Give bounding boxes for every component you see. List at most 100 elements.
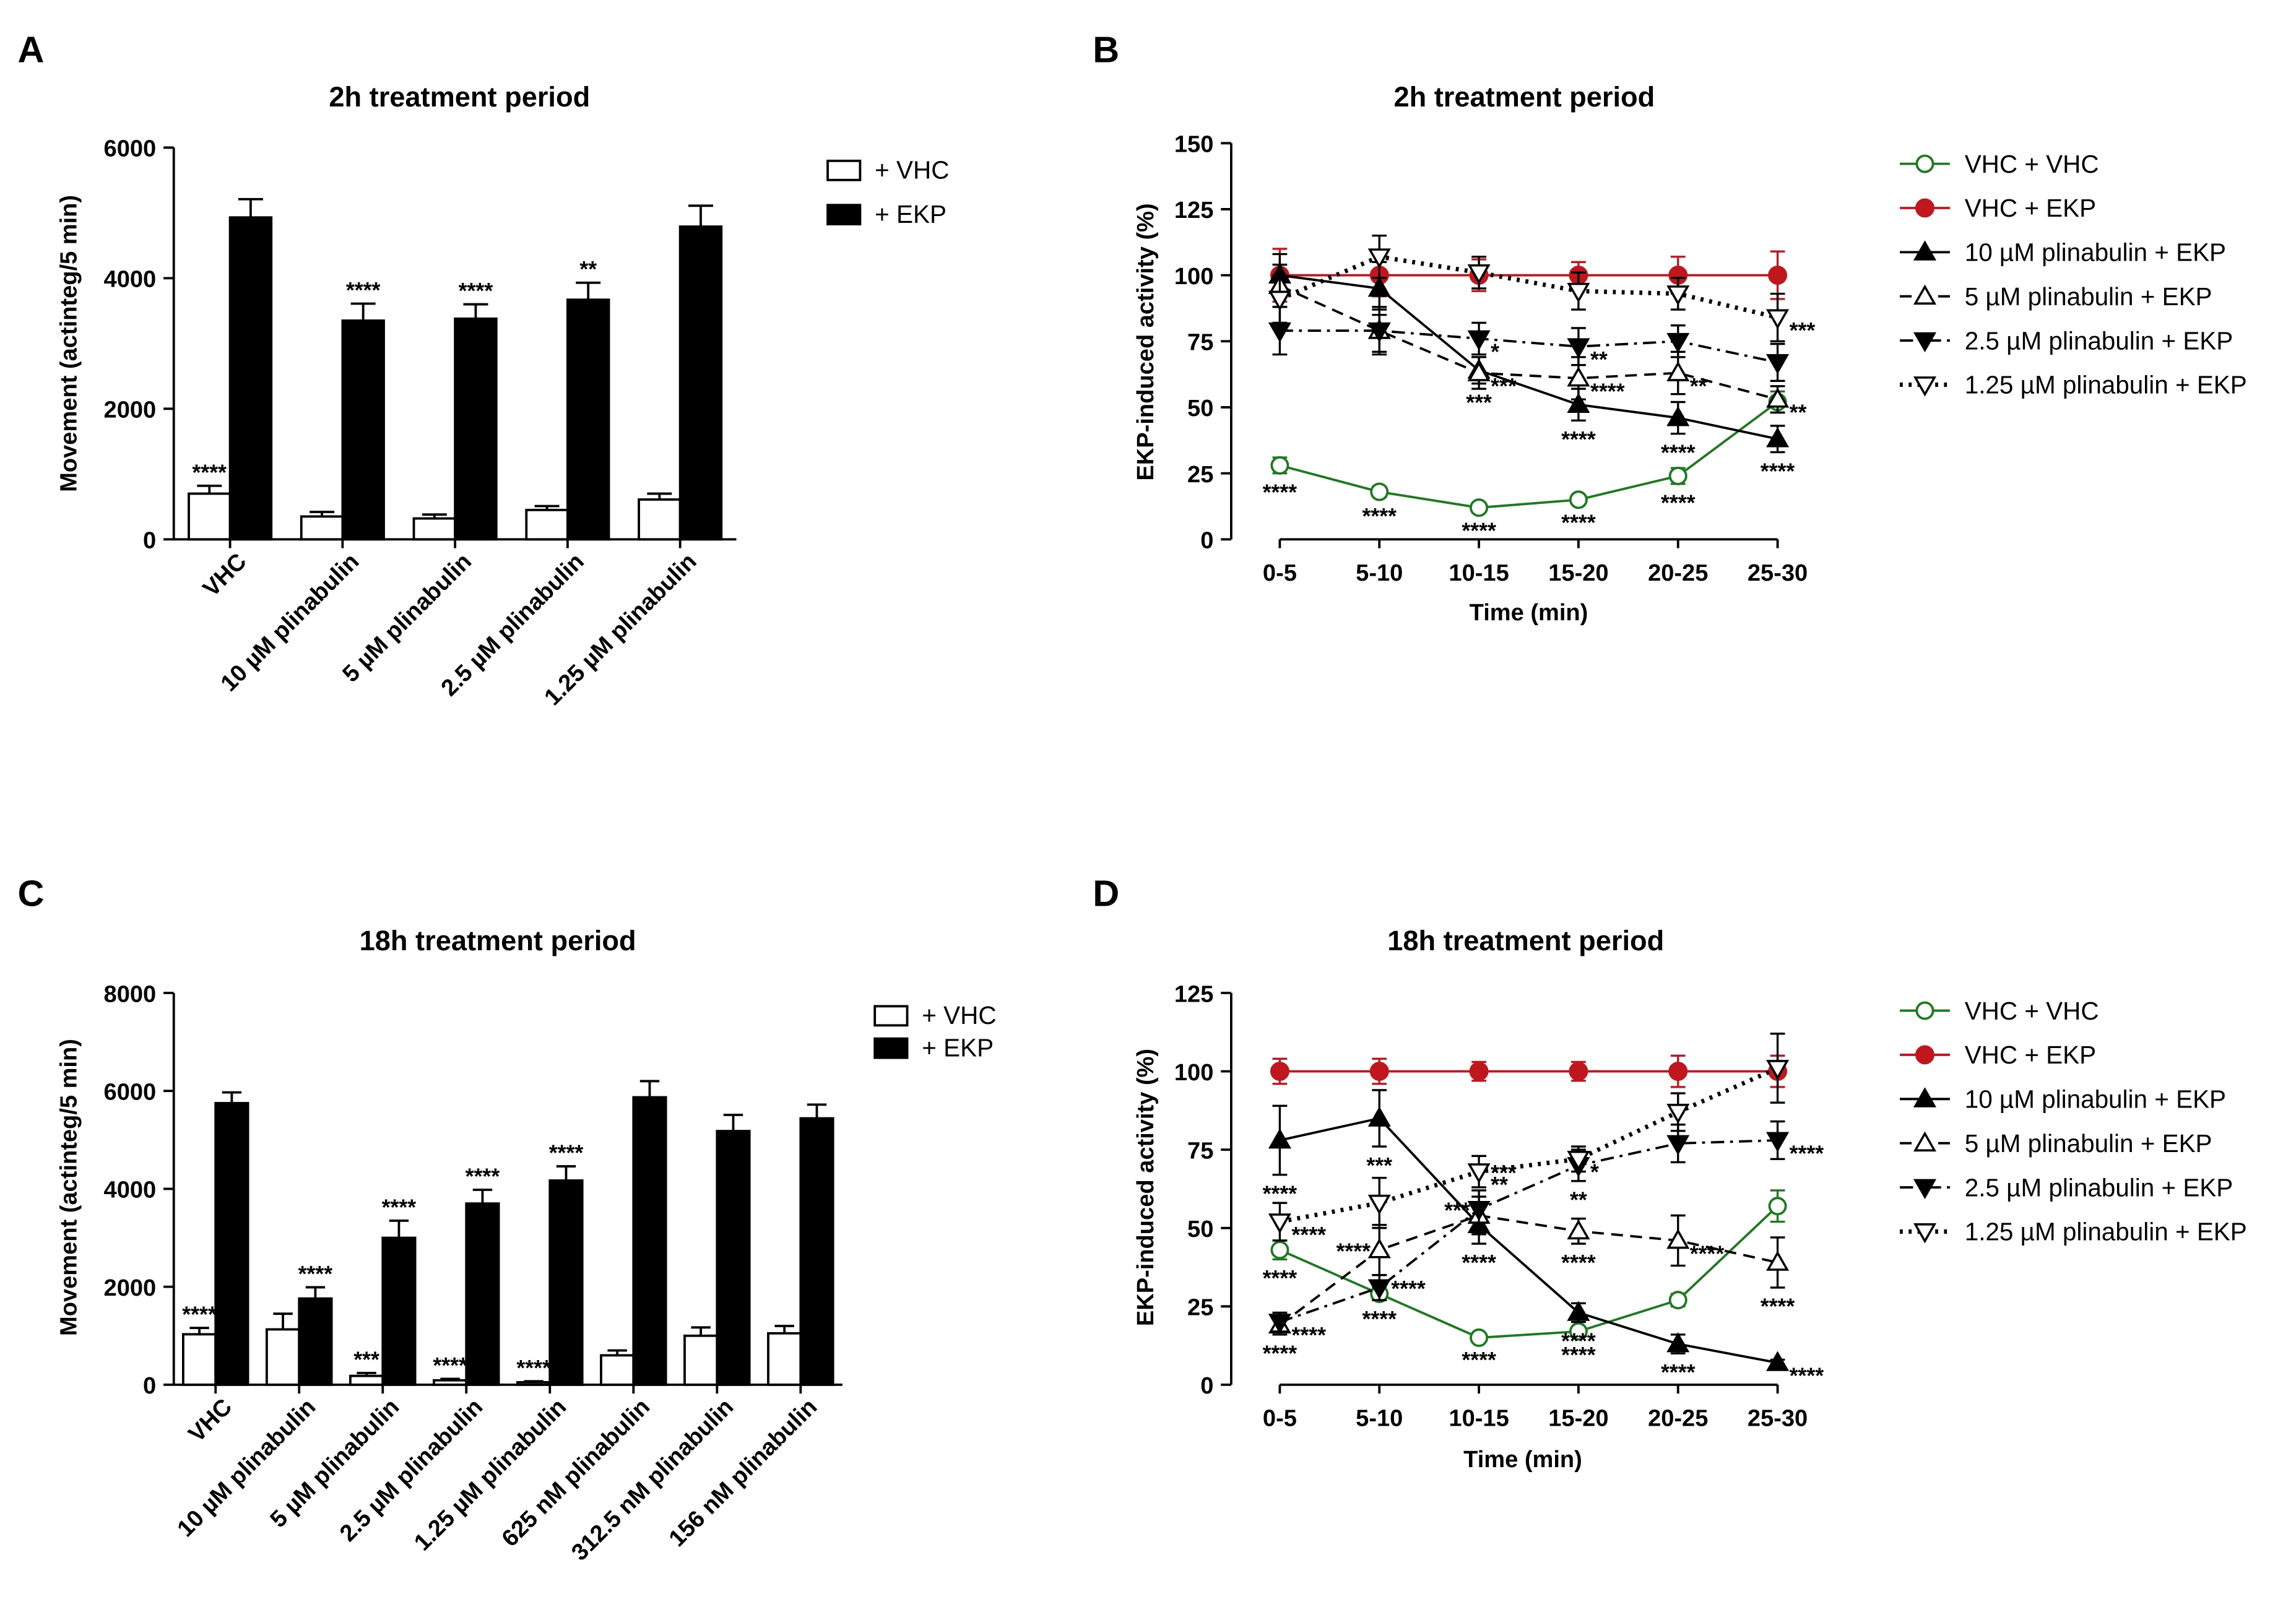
panel-b-xtick-label-1: 5-10 — [1356, 560, 1403, 586]
panel-b-ytick-label-5: 125 — [1174, 197, 1213, 223]
panel-c-bar-1-5 — [632, 1096, 667, 1386]
panel-a-letter: A — [18, 28, 45, 70]
panel-c-bar-0-6 — [683, 1334, 719, 1386]
panel-b-xtick-label-0: 0-5 — [1263, 560, 1297, 586]
panel-a-sig-0-0: **** — [193, 460, 227, 485]
panel-b-ytick-label-1: 25 — [1187, 462, 1213, 488]
panel-d-legend-label-3: 5 µM plinabulin + EKP — [1965, 1129, 2212, 1158]
panel-b-point-3-4 — [1666, 361, 1690, 381]
panel-b-sig-4-0: * — [1491, 339, 1499, 364]
panel-a-bar-1-1 — [341, 319, 385, 541]
panel-d-point-5-0 — [1268, 1213, 1291, 1234]
panel-d-point-4-2 — [1467, 1200, 1491, 1221]
panel-d-sig-2-3: **** — [1561, 1328, 1596, 1353]
panel-c-bar-0-3 — [433, 1379, 468, 1386]
panel-b-title: 2h treatment period — [1393, 81, 1655, 113]
panel-b-point-3-3 — [1567, 366, 1590, 387]
panel-b-point-5-5 — [1766, 309, 1790, 329]
panel-c-ytick-label-3: 6000 — [104, 1080, 157, 1106]
panel-b-sig-3-1: **** — [1590, 379, 1625, 404]
panel-b-ytick-label-6: 150 — [1174, 132, 1213, 158]
panel-a-legend: + VHC + EKP — [826, 155, 949, 228]
panel-c-xtick-label-7: 156 nM plinabulin — [664, 1394, 822, 1552]
panel-b-sig-0-1: **** — [1362, 504, 1397, 529]
panel-d-sig-3-4: **** — [1761, 1294, 1795, 1319]
panel-d-point-5-3 — [1567, 1150, 1590, 1171]
panel-b-point-4-5 — [1766, 354, 1790, 375]
panel-c-ytick-label-0: 0 — [143, 1373, 156, 1399]
panel-c-bar-0-2 — [349, 1374, 384, 1386]
panel-b-series-line-2 — [1280, 274, 1778, 440]
panel-c-xtick-label-6: 312.5 nM plinabulin — [566, 1394, 739, 1566]
panel-d-sig-3-0: **** — [1263, 1341, 1297, 1366]
panel-d-point-1-1 — [1369, 1062, 1389, 1081]
panel-c-xtick-label-4: 1.25 µM plinabulin — [409, 1394, 571, 1556]
panel-b-series-line-0 — [1279, 401, 1778, 509]
panel-a-bar-0-4 — [638, 498, 682, 541]
panel-d-sig-4-0: **** — [1291, 1323, 1326, 1348]
panel-c-xtick-label-3: 2.5 µM plinabulin — [335, 1394, 488, 1547]
panel-d-ytick-label-2: 50 — [1187, 1216, 1213, 1242]
panel-d-ytick-label-3: 75 — [1187, 1138, 1213, 1164]
panel-c-sig-0-2: *** — [353, 1347, 379, 1372]
panel-b-legend-marker-4 — [1913, 332, 1937, 353]
panel-a: A 2h treatment period Movement (actinteg… — [18, 28, 950, 711]
panel-b-xtick-label-5: 25-30 — [1748, 560, 1808, 586]
panel-d-letter: D — [1093, 873, 1119, 914]
panel-d-xlabel: Time (min) — [1463, 1447, 1582, 1473]
panel-d-xtick-label-2: 10-15 — [1449, 1405, 1509, 1431]
panel-d-sig-2-5: **** — [1790, 1364, 1824, 1389]
panel-b-sig-0-4: **** — [1661, 490, 1696, 515]
panel-b-sig-2-1: **** — [1561, 427, 1596, 452]
panel-d-point-1-0 — [1270, 1062, 1289, 1081]
panel-b-legend-label-4: 2.5 µM plinabulin + EKP — [1965, 326, 2233, 355]
panel-c-bar-1-1 — [298, 1297, 333, 1386]
panel-d-point-3-1 — [1367, 1238, 1391, 1259]
panel-d-sig-0-2: **** — [1462, 1348, 1496, 1372]
panel-d-point-3-5 — [1766, 1250, 1790, 1271]
panel-a-bar-1-3 — [566, 298, 610, 541]
panel-d-sig-2-2: **** — [1462, 1250, 1496, 1275]
panel-b-sig-2-0: *** — [1466, 390, 1492, 415]
panel-d-sig-0-0: **** — [1263, 1266, 1297, 1291]
panel-b-sig-0-3: **** — [1561, 510, 1596, 535]
panel-d-sig-2-4: **** — [1661, 1360, 1696, 1385]
panel-b-point-0-4 — [1668, 466, 1687, 485]
panel-a-legend-swatch-0 — [826, 159, 862, 181]
panel-d-sig-3-1: **** — [1336, 1239, 1371, 1263]
panel-d-point-2-5 — [1766, 1351, 1790, 1371]
panel-b-legend-marker-1 — [1915, 198, 1934, 218]
panel-b-series-line-4 — [1280, 329, 1778, 364]
panel-b: B 2h treatment period EKP-induced activi… — [1093, 28, 2246, 626]
panel-b-sig-0-2: **** — [1462, 518, 1496, 543]
panel-d-legend-marker-3 — [1913, 1131, 1937, 1152]
panel-a-ytick-label-0: 0 — [143, 528, 156, 554]
panel-d-point-5-4 — [1666, 1104, 1690, 1124]
panel-b-point-4-4 — [1666, 332, 1690, 353]
panel-a-xtick-label-0: VHC — [198, 548, 252, 602]
panel-d-legend-label-0: VHC + VHC — [1965, 997, 2099, 1025]
panel-b-point-4-0 — [1268, 322, 1291, 343]
panel-d-sig-5-3: * — [1590, 1160, 1599, 1185]
panel-d-xtick-label-1: 5-10 — [1356, 1405, 1403, 1431]
panel-b-legend-marker-2 — [1913, 240, 1937, 261]
panel-b-point-5-4 — [1666, 285, 1690, 306]
panel-d-point-0-5 — [1768, 1197, 1787, 1216]
panel-a-legend-swatch-1 — [826, 204, 862, 226]
panel-b-legend-label-2: 10 µM plinabulin + EKP — [1965, 238, 2226, 267]
panel-d-point-2-1 — [1367, 1106, 1391, 1127]
panel-c-legend-label-0: + VHC — [922, 1001, 996, 1029]
panel-a-sig-1-2: **** — [459, 279, 493, 303]
panel-b-ylabel: EKP-induced activity (%) — [1133, 203, 1159, 480]
panel-b-legend-label-0: VHC + VHC — [1965, 150, 2099, 178]
panel-d-xtick-label-5: 25-30 — [1748, 1405, 1808, 1431]
panel-b-ytick-label-2: 50 — [1187, 396, 1213, 422]
panel-b-sig-0-0: **** — [1263, 480, 1297, 505]
panel-d-sig-4-4: **** — [1790, 1141, 1824, 1166]
panel-d-sig-3-2: **** — [1561, 1250, 1596, 1275]
panel-d-point-4-0 — [1268, 1314, 1291, 1334]
panel-b-point-2-3 — [1567, 392, 1590, 414]
panel-d-series-line-5 — [1279, 1066, 1778, 1224]
panel-d-point-2-3 — [1567, 1301, 1590, 1321]
